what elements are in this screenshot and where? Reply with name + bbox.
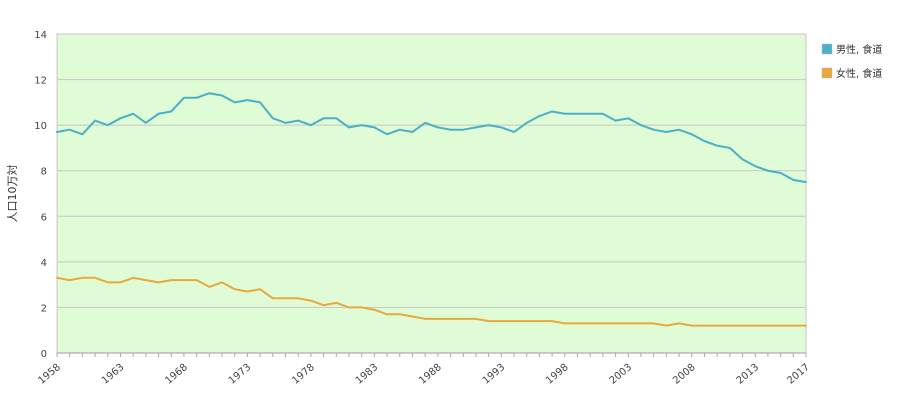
x-tick-label: 1973 bbox=[227, 362, 254, 387]
y-tick-label: 12 bbox=[34, 76, 47, 87]
x-tick-label: 2013 bbox=[735, 362, 762, 387]
y-tick-label: 6 bbox=[41, 212, 47, 223]
x-tick-label: 2008 bbox=[671, 362, 698, 387]
y-tick-label: 0 bbox=[41, 349, 47, 360]
legend-label: 男性, 食道 bbox=[836, 43, 882, 56]
x-tick-label: 1978 bbox=[290, 362, 317, 387]
y-tick-label: 4 bbox=[41, 258, 47, 269]
plot-background bbox=[56, 33, 807, 354]
x-tick-label: 1968 bbox=[163, 362, 190, 387]
series-line-2 bbox=[56, 276, 807, 327]
x-tick-label: 1988 bbox=[417, 362, 444, 387]
x-tick-label: 1983 bbox=[354, 362, 381, 387]
y-axis-title: 人口10万対 bbox=[5, 165, 19, 223]
x-tick-label: 2003 bbox=[608, 362, 635, 387]
legend-label: 女性, 食道 bbox=[836, 67, 882, 80]
x-tick-label: 1998 bbox=[544, 362, 571, 387]
y-tick-label: 8 bbox=[41, 167, 47, 178]
legend-swatch bbox=[821, 43, 833, 55]
series-lines bbox=[56, 92, 807, 327]
series-line-1 bbox=[56, 92, 807, 184]
x-tick-label: 1993 bbox=[481, 362, 508, 387]
x-tick-label: 1963 bbox=[100, 362, 127, 387]
y-tick-label: 10 bbox=[34, 121, 47, 132]
x-tick-label: 1958 bbox=[36, 362, 63, 387]
y-tick-label: 14 bbox=[34, 30, 47, 41]
y-tick-label: 2 bbox=[41, 303, 47, 314]
legend-swatch bbox=[821, 67, 833, 79]
x-tick-label: 2017 bbox=[785, 362, 812, 387]
